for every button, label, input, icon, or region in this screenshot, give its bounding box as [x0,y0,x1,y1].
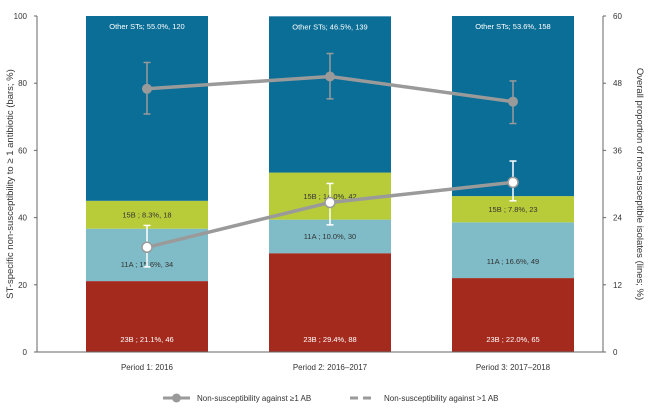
line-group [141,52,519,268]
segment-label: 15B ; 7.8%, 23 [488,205,537,214]
y2-tick-label: 48 [613,79,622,88]
y2-tick-label: 24 [613,214,622,223]
bar-segment [452,222,574,279]
segment-label: 15B ; 8.3%, 18 [122,211,171,220]
segment-label: 11A ; 16.6%, 49 [487,257,539,266]
series-point [142,83,152,94]
legend-label: Non-susceptibility against >1 AB [384,394,499,403]
series-point [324,196,336,209]
segment-label: 23B ; 29.4%, 88 [303,335,356,344]
segment-label: 11A ; 10.0%, 30 [304,232,356,241]
segment-label: Other STs; 46.5%, 139 [292,22,367,31]
segment-label: 23B ; 21.1%, 46 [120,335,173,344]
y-tick-label: 0 [23,348,28,357]
y-tick-label: 60 [18,146,27,155]
bar-segment [86,281,208,352]
y2-tick-label: 12 [613,281,622,290]
series-point [325,71,335,82]
x-tick-label: Period 1: 2016 [121,363,174,372]
legend-swatch-marker [172,393,181,403]
x-tick-label: Period 3: 2017–2018 [476,363,551,372]
series-point [141,241,153,254]
y-tick-label: 20 [18,281,27,290]
bar-segment [452,278,574,352]
series-point [507,176,519,189]
segment-label: Other STs; 55.0%, 120 [109,22,184,31]
segment-label: Other STs; 53.6%, 158 [475,22,550,31]
axes-group: 0 20 40 60 80 100 0 12 24 36 48 60 Period 1: 2016 Per… [5,12,645,372]
y2-tick-label: 60 [613,12,622,21]
segment-label: 23B ; 22.0%, 65 [486,335,539,344]
bar-segment [86,200,208,229]
bar-segment [269,253,391,352]
series-point [508,96,518,107]
y-axis-label: ST-specific non-susceptibility to ≥ 1 an… [5,69,16,299]
y-tick-label: 80 [18,79,27,88]
x-tick-label: Period 2: 2016–2017 [293,363,368,372]
y2-tick-label: 0 [613,348,618,357]
legend: Non-susceptibility against ≥1 AB Non-susc… [163,393,499,403]
legend-label: Non-susceptibility against ≥1 AB [197,394,311,403]
y2-axis-label: Overall proportion of non-susceptible is… [634,68,645,300]
y-tick-label: 100 [14,12,28,21]
y-tick-label: 40 [18,214,27,223]
y2-tick-label: 36 [613,146,622,155]
